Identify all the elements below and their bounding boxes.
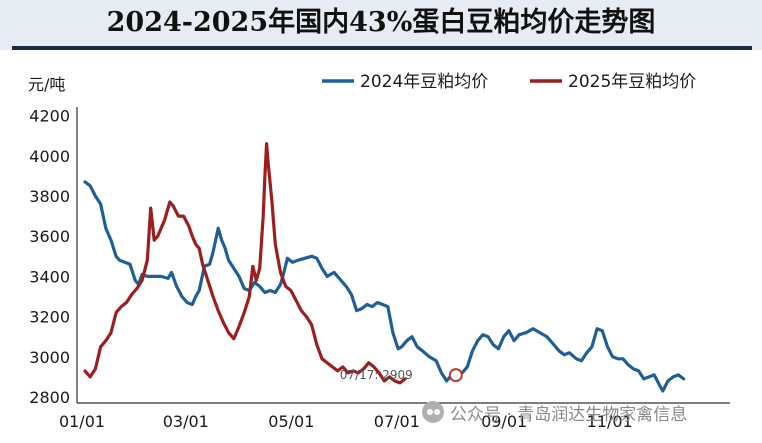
wechat-icon — [422, 401, 444, 423]
chart-title: 2024-2025年国内43%蛋白豆粕均价走势图 — [106, 7, 656, 38]
y-axis-label-group: 元/吨 — [28, 75, 65, 94]
y-tick-label: 4200 — [29, 107, 70, 126]
series-line-1 — [83, 180, 686, 393]
annotation-label: 07/17: 2909 — [340, 368, 413, 382]
y-axis-label: 元/吨 — [28, 75, 65, 94]
line-chart: 元/吨 2800 3000 3200 3400 3600 3800 4000 4200 01/… — [28, 72, 730, 431]
x-tick-label: 09/01 — [481, 412, 527, 431]
series-line-2 — [83, 142, 407, 385]
y-tick-label: 3600 — [29, 227, 70, 246]
x-tick-label: 01/01 — [59, 412, 105, 431]
legend: 2024年豆粕均价 2025年豆粕均价 — [322, 72, 696, 92]
y-tick-label: 3400 — [29, 267, 70, 286]
y-tick-label: 2800 — [29, 388, 70, 407]
y-tick-label: 4000 — [29, 147, 70, 166]
watermark-text: 公众号 · 青岛润达生物家禽信息 — [450, 404, 688, 425]
series-lines — [83, 142, 686, 393]
watermark: 公众号 · 青岛润达生物家禽信息 — [422, 398, 687, 426]
x-tick-label: 11/01 — [587, 412, 633, 431]
legend-entry-2: 2025年豆粕均价 — [568, 72, 696, 92]
y-tick-label: 3800 — [29, 187, 70, 206]
x-tick-label: 03/01 — [163, 412, 209, 431]
x-tick-labels: 01/01 03/01 05/01 07/01 09/01 11/01 — [59, 412, 633, 431]
legend-entry-1: 2024年豆粕均价 — [360, 72, 488, 92]
x-tick-label: 07/01 — [374, 412, 420, 431]
annotation: 07/17: 2909 — [340, 368, 463, 383]
x-tick-label: 05/01 — [268, 412, 314, 431]
y-tick-label: 3200 — [29, 308, 70, 327]
axes — [76, 107, 730, 404]
y-tick-label: 3000 — [29, 348, 70, 367]
y-tick-labels: 2800 3000 3200 3400 3600 3800 4000 4200 — [29, 107, 70, 407]
annotation-marker — [448, 368, 463, 383]
title-underline — [12, 46, 752, 50]
title-bar — [0, 0, 762, 50]
